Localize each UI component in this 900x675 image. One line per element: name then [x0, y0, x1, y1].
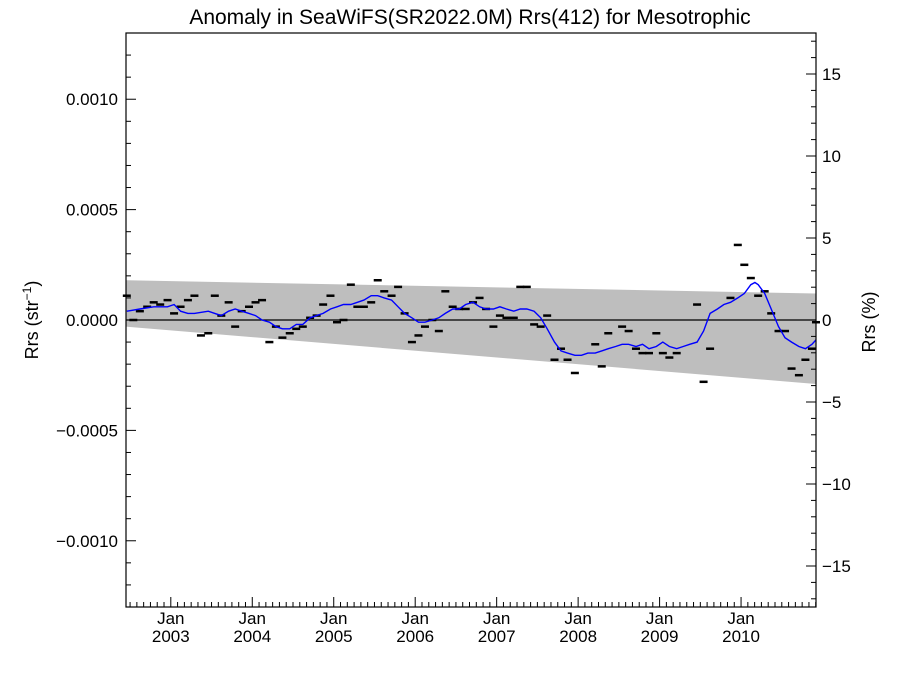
x-tick-month-label: Jan: [401, 609, 428, 628]
x-tick-month-label: Jan: [564, 609, 591, 628]
right-tick-label: −15: [822, 557, 851, 576]
x-tick-year-label: 2009: [641, 627, 679, 646]
right-tick-label: 5: [822, 229, 831, 248]
x-tick-year-label: 2004: [233, 627, 271, 646]
left-tick-label: −0.0010: [56, 532, 118, 551]
x-tick-year-label: 2003: [152, 627, 190, 646]
plot-area: 0.0010 0.0005 0.0000 −0.0005 −0.0010 15 10 5 0 −5…: [56, 32, 851, 646]
x-tick-month-label: Jan: [646, 609, 673, 628]
y-axis-label-left-main: Rrs (str: [22, 300, 42, 359]
chart-title: Anomaly in SeaWiFS(SR2022.0M) Rrs(412) f…: [189, 6, 750, 29]
right-tick-label: −5: [822, 393, 841, 412]
uncertainty-band: [126, 280, 816, 385]
x-tick-month-label: Jan: [727, 609, 754, 628]
left-tick-label: 0.0005: [66, 201, 118, 220]
x-tick-year-label: 2005: [315, 627, 353, 646]
right-tick-label: −10: [822, 475, 851, 494]
left-tick-label: 0.0010: [66, 90, 118, 109]
x-tick-year-label: 2007: [478, 627, 516, 646]
x-tick-month-label: Jan: [157, 609, 184, 628]
x-tick-year-label: 2010: [722, 627, 760, 646]
x-tick-month-label: Jan: [320, 609, 347, 628]
y-axis-label-left-sup: −1: [20, 286, 34, 300]
right-tick-label: 15: [822, 65, 841, 84]
x-tick-year-label: 2006: [396, 627, 434, 646]
y-axis-label-left: Rrs (str−1): [20, 281, 42, 360]
right-tick-label: 0: [822, 311, 831, 330]
right-tick-label: 10: [822, 147, 841, 166]
x-tick-year-label: 2008: [559, 627, 597, 646]
x-tick-month-label: Jan: [239, 609, 266, 628]
smoothed-series-line: [126, 281, 817, 356]
left-tick-label: −0.0005: [56, 421, 118, 440]
y-axis-label-left-close: ): [22, 281, 42, 287]
left-tick-label: 0.0000: [66, 311, 118, 330]
x-tick-month-label: Jan: [483, 609, 510, 628]
y-axis-label-right: Rrs (%): [859, 292, 879, 353]
